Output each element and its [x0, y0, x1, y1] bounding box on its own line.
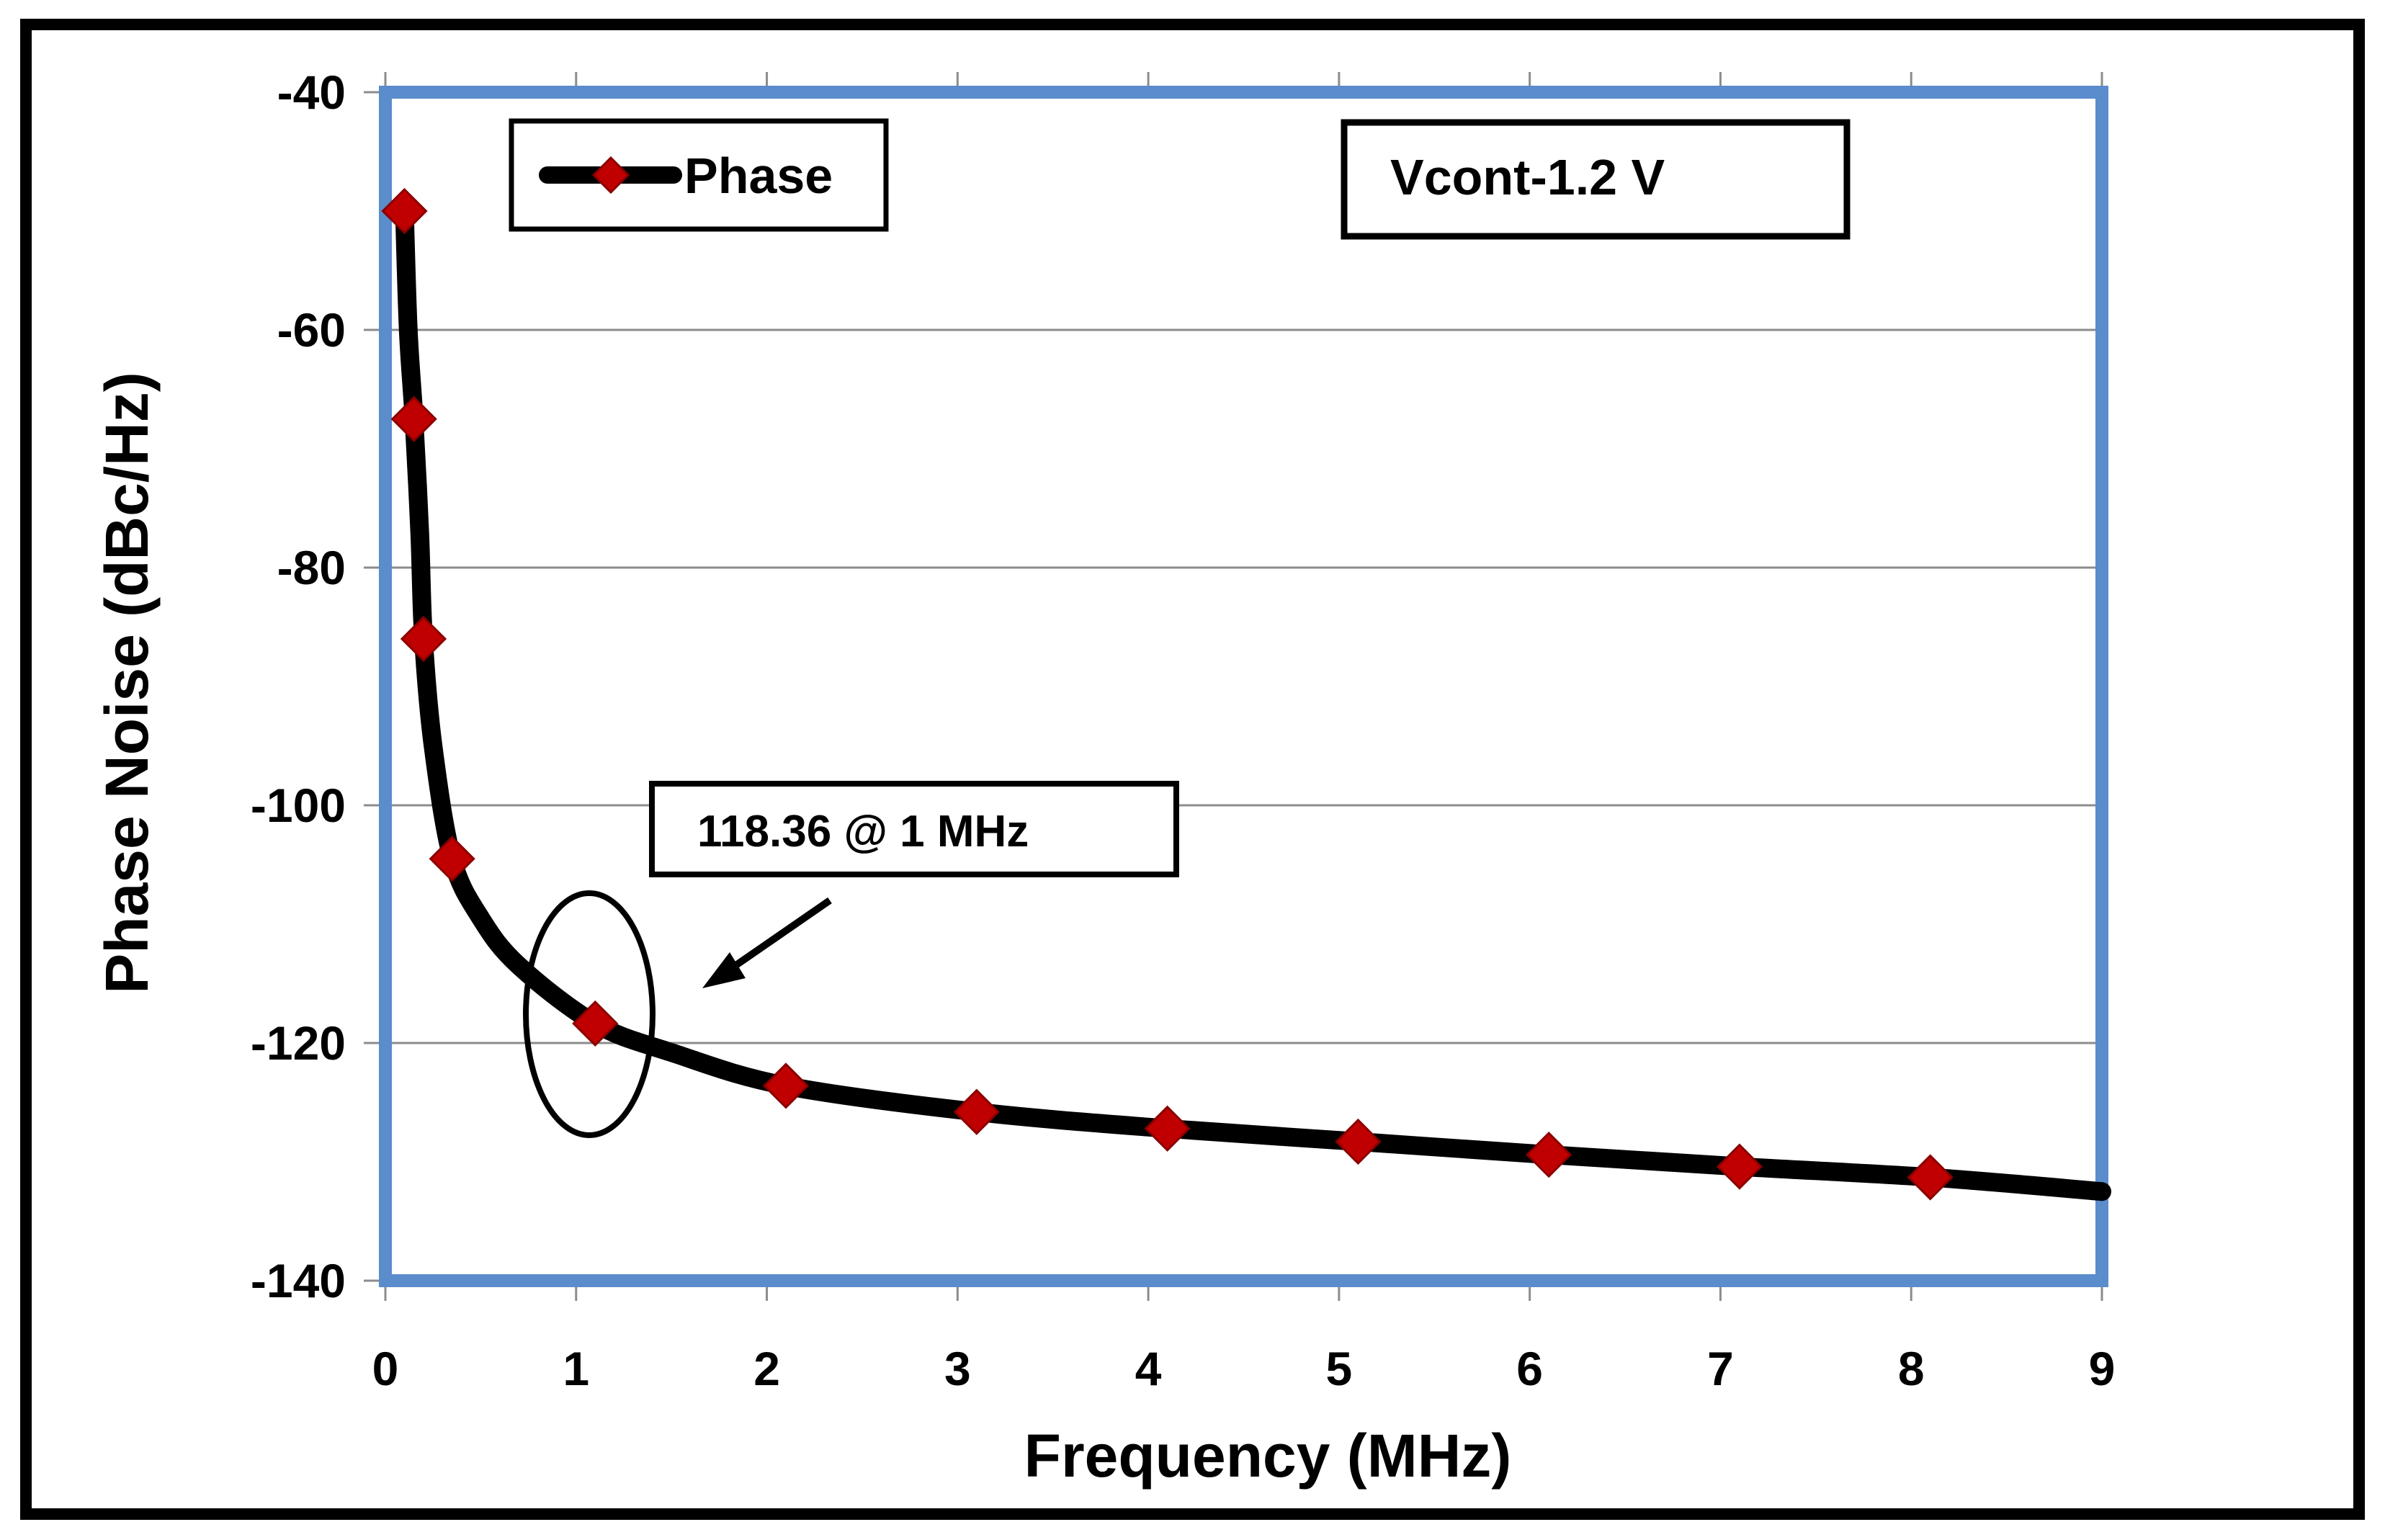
y-tick-label: -140: [251, 1254, 346, 1307]
data-point-marker: [1907, 1154, 1954, 1201]
data-point-marker: [953, 1088, 1000, 1135]
vcont-label: Vcont-1.2 V: [1390, 149, 1665, 205]
series-markers: [381, 187, 1954, 1201]
legend-marker-swatch: [591, 156, 630, 194]
x-tick-label: 3: [944, 1342, 971, 1395]
x-tick-label: 6: [1516, 1342, 1543, 1395]
x-tick-label: 2: [753, 1342, 780, 1395]
y-axis-title: Phase Noise (dBc/Hz): [93, 372, 161, 994]
x-axis-title: Frequency (MHz): [1024, 1422, 1512, 1490]
data-point-marker: [1526, 1131, 1572, 1178]
data-point-marker: [572, 1000, 619, 1047]
data-point-marker: [400, 615, 447, 663]
y-tick-labels: -40 -60 -80 -100 -120 -140: [251, 66, 346, 1307]
callout-highlight-ellipse: [523, 890, 655, 1138]
callout-arrowhead: [702, 952, 746, 988]
x-tick-label: 7: [1707, 1342, 1734, 1395]
x-tick-label: 0: [372, 1342, 399, 1395]
plot-area-border: [379, 86, 2108, 1287]
data-point-marker: [429, 836, 475, 882]
y-tick-label: -60: [277, 303, 346, 357]
y-tick-label: -120: [251, 1016, 346, 1070]
legend-label-phase: Phase: [684, 148, 833, 204]
outer-frame: [20, 19, 2365, 1520]
callout-annotation: 118.36 @ 1 MHz: [523, 781, 1179, 1138]
data-point-marker: [390, 395, 437, 442]
x-tick-label: 5: [1326, 1342, 1353, 1395]
y-tick-label: -100: [251, 779, 346, 832]
x-tick-label: 1: [563, 1342, 589, 1395]
legend: Phase: [509, 118, 889, 232]
vcont-annotation: Vcont-1.2 V: [1341, 119, 1851, 240]
x-tick-label: 8: [1898, 1342, 1925, 1395]
callout-box: [649, 781, 1179, 877]
vcont-box: [1341, 119, 1851, 240]
x-tick-labels: 0 1 2 3 4 5 6 7 8 9: [372, 1342, 2116, 1395]
callout-arrow-shaft: [718, 897, 832, 980]
data-point-marker: [381, 187, 428, 235]
data-point-marker: [1144, 1105, 1191, 1152]
series-line-phase: [395, 202, 2111, 1201]
data-point-marker: [762, 1062, 810, 1109]
y-tick-label: -80: [277, 541, 346, 594]
callout-label: 118.36 @ 1 MHz: [697, 807, 1029, 856]
y-tick-label: -40: [277, 66, 346, 119]
data-point-marker: [1335, 1118, 1382, 1165]
x-tick-label: 9: [2089, 1342, 2116, 1395]
data-point-marker: [1716, 1143, 1763, 1190]
x-tick-label: 4: [1135, 1342, 1162, 1395]
